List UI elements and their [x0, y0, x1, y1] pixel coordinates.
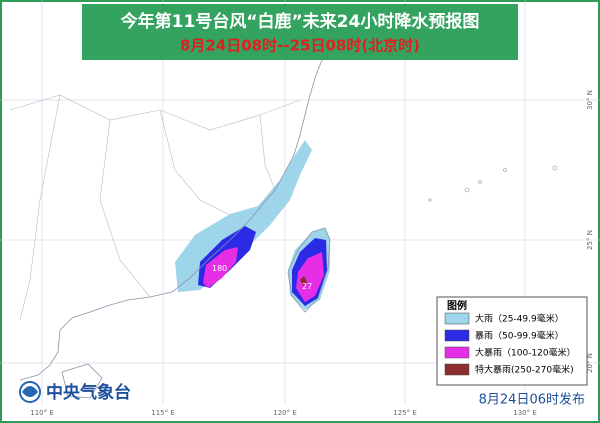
latitude-label: 30° N: [586, 90, 594, 110]
agency-logo: [19, 381, 41, 403]
rain-heavy-rainstorm: [203, 247, 238, 288]
legend-title: 图例: [447, 299, 467, 312]
longitude-labels: 110° E 115° E 120° E 125° E 130° E: [30, 409, 537, 417]
longitude-label: 120° E: [273, 409, 297, 417]
legend-swatch: [444, 346, 470, 359]
legend-swatch: [444, 363, 470, 376]
longitude-label: 110° E: [30, 409, 54, 417]
issue-time: 8月24日06时发布: [479, 392, 585, 408]
province-boundaries: [9, 94, 301, 321]
legend-label: 暴雨（50-99.9毫米）: [475, 330, 564, 342]
legend-label: 大暴雨（100-120毫米）: [475, 347, 576, 359]
longitude-label: 125° E: [393, 409, 417, 417]
coastline-taiwan: [287, 227, 331, 313]
legend: 图例 大雨（25-49.9毫米） 暴雨（50-99.9毫米） 大暴雨（100-120…: [436, 296, 588, 386]
agency-name: 中央气象台: [46, 382, 131, 403]
latitude-label: 20° N: [586, 353, 594, 373]
legend-swatch: [444, 312, 470, 325]
legend-swatch: [444, 329, 470, 342]
rain-heavy-rainstorm-taiwan: [296, 252, 324, 302]
longitude-label: 130° E: [513, 409, 537, 417]
latitude-label: 25° N: [586, 230, 594, 250]
longitude-label: 115° E: [151, 409, 175, 417]
islands: [428, 165, 558, 202]
rain-amount-label: 180: [212, 264, 227, 273]
latitude-labels: 30° N 25° N 20° N: [586, 90, 594, 373]
coastline-mainland: [19, 44, 331, 381]
coastline-hainan: [61, 363, 103, 399]
title-box: [82, 4, 518, 60]
rain-amount-label: 27: [302, 282, 312, 291]
legend-label: 特大暴雨(250-270毫米): [475, 364, 574, 376]
subtitle: 8月24日08时--25日08时(北京时): [180, 37, 420, 55]
legend-label: 大雨（25-49.9毫米）: [475, 313, 564, 325]
title: 今年第11号台风“白鹿”未来24小时降水预报图: [121, 11, 480, 32]
rain-extreme: [300, 276, 307, 286]
